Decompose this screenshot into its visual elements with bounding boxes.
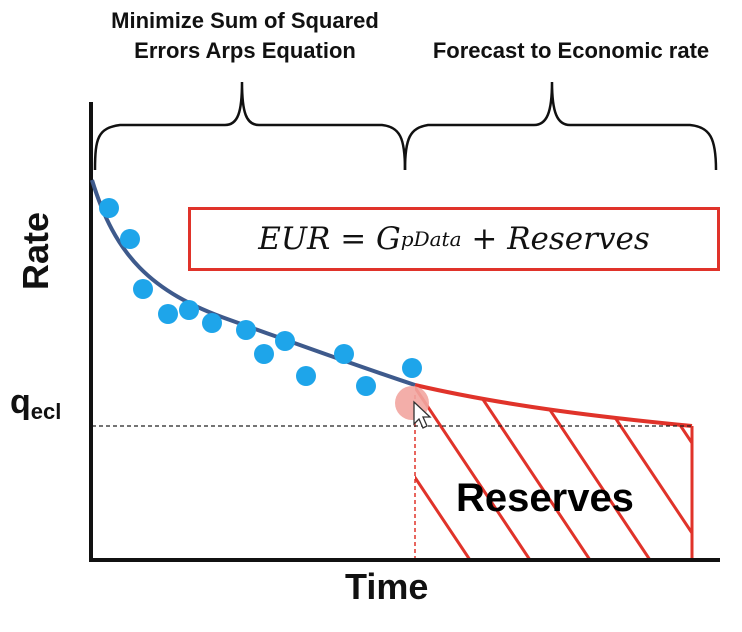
data-point <box>236 320 256 340</box>
y-axis-label: Rate <box>15 211 56 291</box>
eur-lhs: EUR = G <box>258 221 401 257</box>
data-point <box>356 376 376 396</box>
top-left-line1: Minimize Sum of Squared <box>111 8 379 33</box>
left-brace <box>93 81 407 171</box>
qecl-label: qecl <box>10 383 61 425</box>
top-right-label: Forecast to Economic rate <box>432 38 710 63</box>
data-point <box>275 331 295 351</box>
data-point <box>120 229 140 249</box>
data-point <box>402 358 422 378</box>
reserves-region <box>414 383 694 560</box>
data-point <box>179 300 199 320</box>
data-point <box>99 198 119 218</box>
eur-subscript: pData <box>400 227 462 251</box>
data-point <box>202 313 222 333</box>
data-point <box>334 344 354 364</box>
data-point <box>296 366 316 386</box>
qecl-main: q <box>10 383 31 421</box>
reserves-label: Reserves <box>456 476 634 520</box>
data-points <box>99 198 422 396</box>
top-left-line2: Errors Arps Equation <box>134 38 356 63</box>
eur-rhs: + Reserves <box>461 221 650 257</box>
top-left-label: Minimize Sum of Squared Errors Arps Equa… <box>60 6 430 66</box>
fit-curve <box>90 179 416 387</box>
x-axis-label: Time <box>345 566 429 607</box>
data-point <box>133 279 153 299</box>
data-point <box>254 344 274 364</box>
qecl-sub: ecl <box>30 399 62 424</box>
data-point <box>158 304 178 324</box>
right-brace <box>403 81 718 171</box>
forecast-curve <box>414 383 693 428</box>
mouse-pointer-icon <box>413 400 432 429</box>
